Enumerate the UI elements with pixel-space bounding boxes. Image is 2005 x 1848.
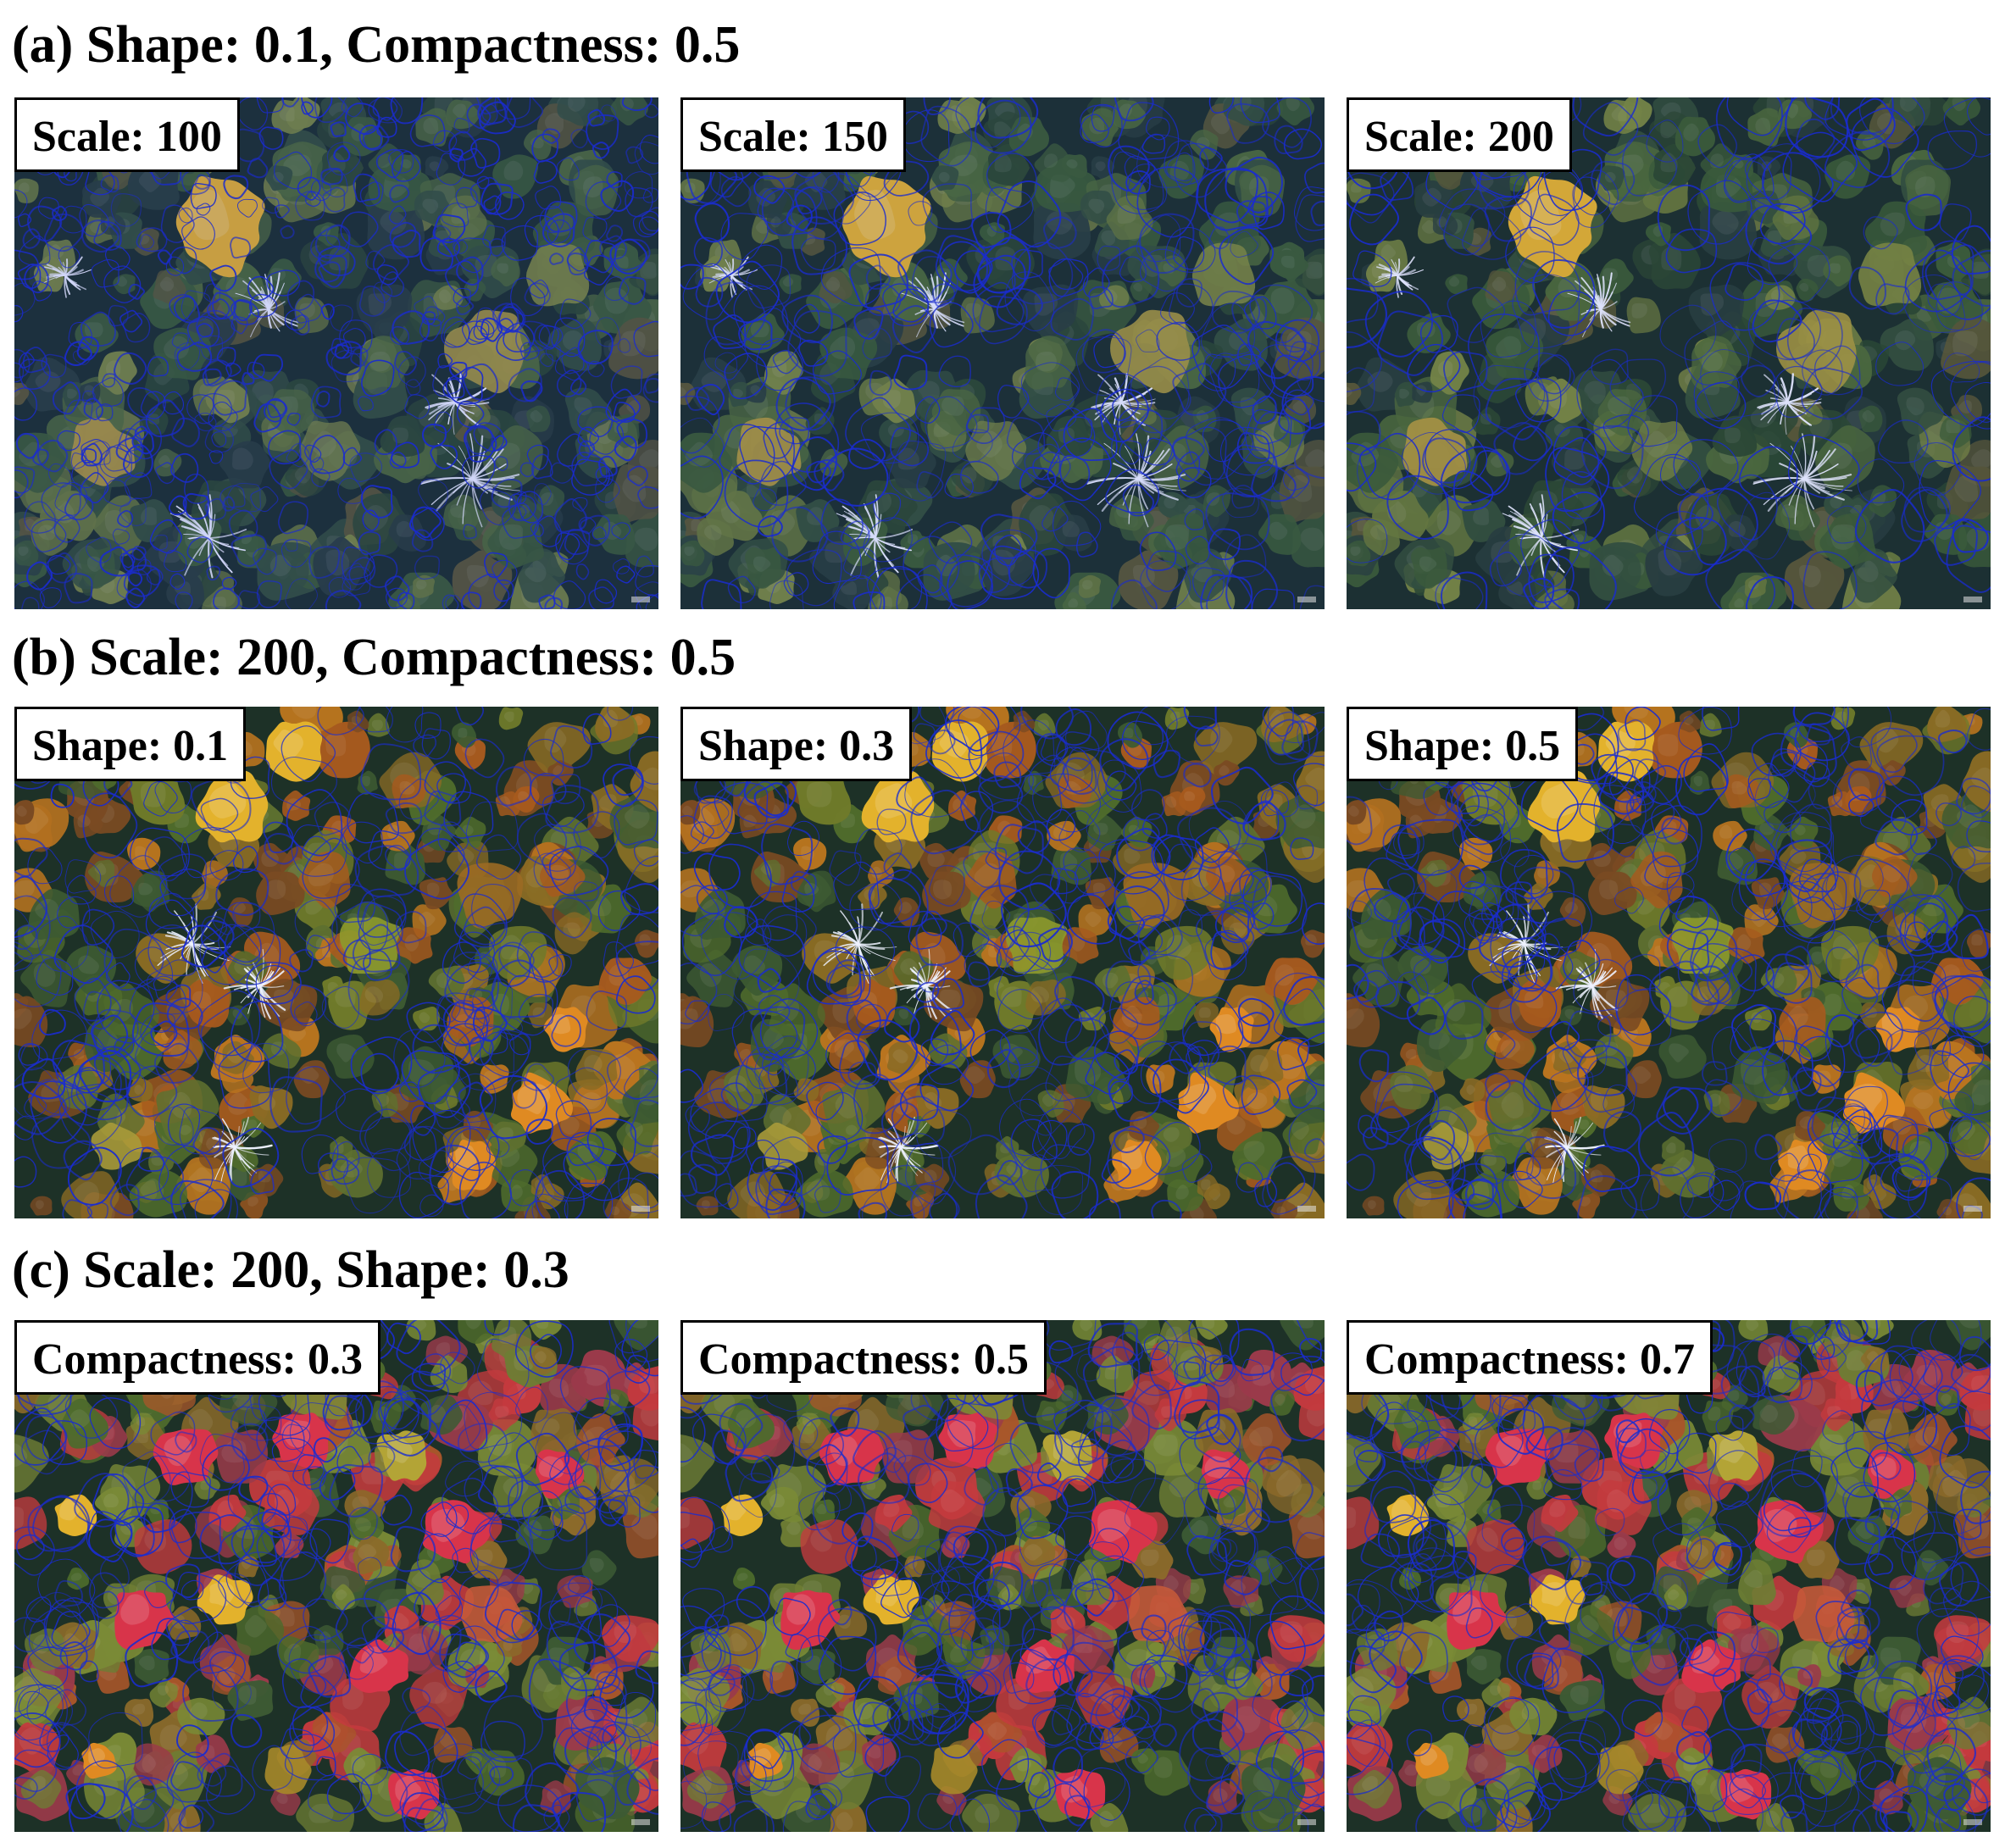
- panel-c2: Compactness: 0.5: [680, 1320, 1325, 1832]
- panel-label: Scale: 100: [14, 97, 240, 172]
- panel-c3: Compactness: 0.7: [1347, 1320, 1991, 1832]
- panel-b1: Shape: 0.1: [14, 707, 658, 1218]
- aerial-canopy-image: [680, 707, 1325, 1218]
- panel-label: Compactness: 0.3: [14, 1320, 380, 1395]
- panel-a1: Scale: 100: [14, 97, 658, 609]
- watermark: [1297, 1206, 1316, 1212]
- section-a-title: (a) Shape: 0.1, Compactness: 0.5: [12, 16, 741, 74]
- watermark: [1297, 1819, 1316, 1825]
- section-c-row: Compactness: 0.3 Compactness: 0.5 Compac…: [14, 1320, 1991, 1832]
- panel-b2: Shape: 0.3: [680, 707, 1325, 1218]
- aerial-canopy-image: [680, 97, 1325, 609]
- panel-label: Compactness: 0.5: [680, 1320, 1047, 1395]
- panel-label: Scale: 150: [680, 97, 906, 172]
- aerial-canopy-image: [14, 707, 658, 1218]
- section-b-title: (b) Scale: 200, Compactness: 0.5: [12, 629, 736, 686]
- section-a-row: Scale: 100 Scale: 150 Scale: 200: [14, 97, 1991, 609]
- panel-label: Shape: 0.1: [14, 707, 247, 781]
- panel-label: Compactness: 0.7: [1347, 1320, 1713, 1395]
- watermark: [1963, 1206, 1982, 1212]
- watermark: [631, 1206, 650, 1212]
- section-b-row: Shape: 0.1 Shape: 0.3 Shape: 0.5: [14, 707, 1991, 1218]
- panel-label: Shape: 0.5: [1347, 707, 1579, 781]
- aerial-canopy-image: [14, 97, 658, 609]
- panel-a3: Scale: 200: [1347, 97, 1991, 609]
- watermark: [1297, 597, 1316, 602]
- aerial-canopy-image: [1347, 707, 1991, 1218]
- panel-b3: Shape: 0.5: [1347, 707, 1991, 1218]
- panel-label: Shape: 0.3: [680, 707, 913, 781]
- panel-c1: Compactness: 0.3: [14, 1320, 658, 1832]
- aerial-canopy-image: [14, 1320, 658, 1832]
- watermark: [1963, 1819, 1982, 1825]
- panel-label: Scale: 200: [1347, 97, 1572, 172]
- watermark: [631, 1819, 650, 1825]
- section-c-title: (c) Scale: 200, Shape: 0.3: [12, 1241, 569, 1299]
- watermark: [1963, 597, 1982, 602]
- panel-a2: Scale: 150: [680, 97, 1325, 609]
- aerial-canopy-image: [680, 1320, 1325, 1832]
- watermark: [631, 597, 650, 602]
